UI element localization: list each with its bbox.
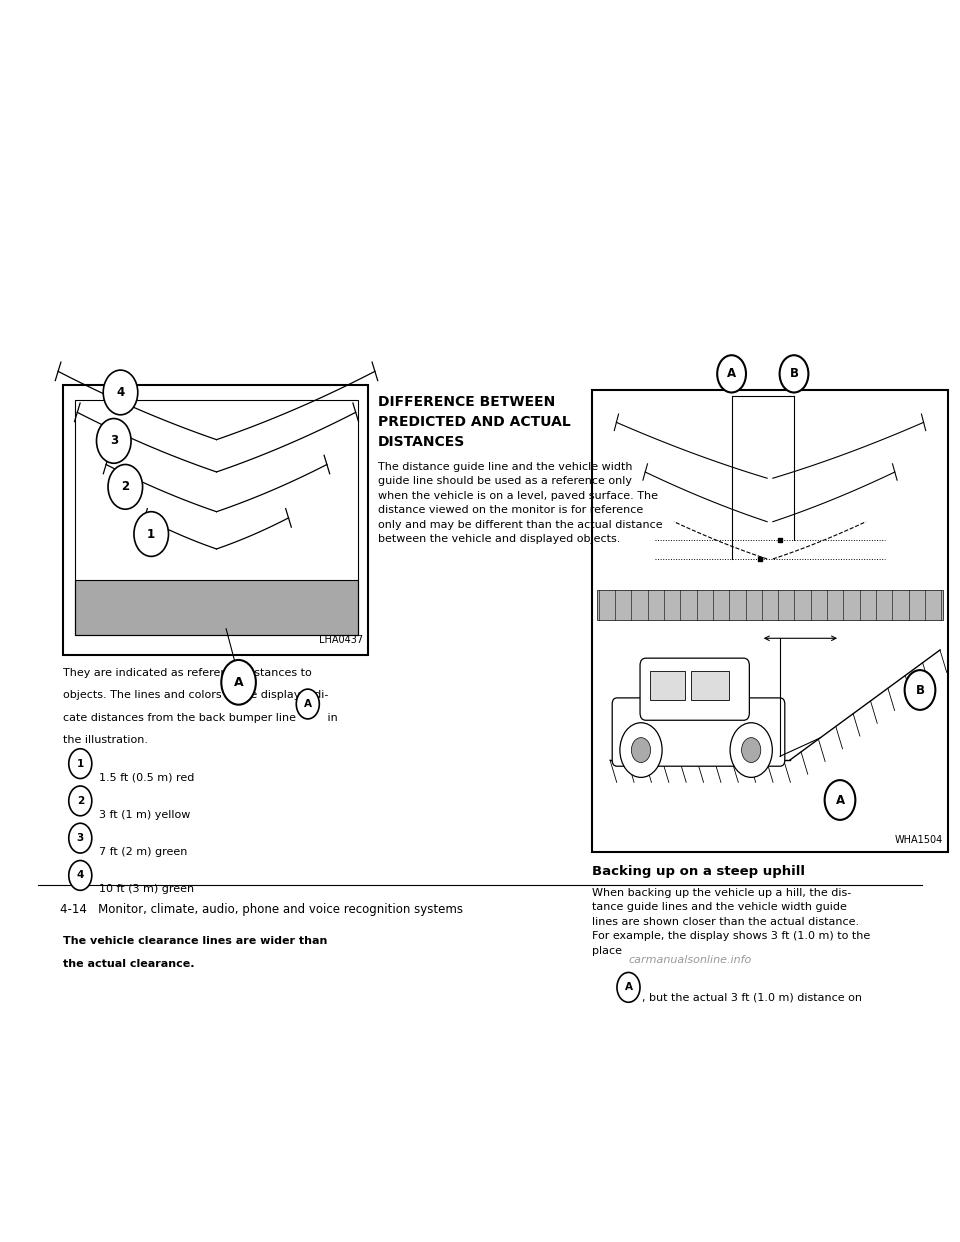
- Circle shape: [108, 465, 143, 509]
- Circle shape: [617, 972, 640, 1002]
- Circle shape: [825, 780, 855, 820]
- Circle shape: [69, 823, 92, 853]
- Circle shape: [741, 738, 761, 763]
- Text: the illustration.: the illustration.: [63, 735, 148, 745]
- FancyBboxPatch shape: [612, 698, 784, 766]
- Circle shape: [717, 355, 746, 392]
- FancyBboxPatch shape: [592, 390, 948, 852]
- Text: 2: 2: [77, 796, 84, 806]
- Circle shape: [780, 355, 808, 392]
- FancyBboxPatch shape: [650, 671, 685, 700]
- Text: B: B: [789, 368, 799, 380]
- Circle shape: [632, 738, 651, 763]
- Circle shape: [297, 689, 320, 719]
- Circle shape: [69, 749, 92, 779]
- Circle shape: [134, 512, 169, 556]
- Text: They are indicated as reference distances to: They are indicated as reference distance…: [63, 668, 312, 678]
- Text: A: A: [727, 368, 736, 380]
- Text: carmanualsonline.info: carmanualsonline.info: [629, 955, 752, 965]
- Text: objects. The lines and colors in the display indi-: objects. The lines and colors in the dis…: [63, 691, 328, 700]
- Circle shape: [69, 861, 92, 891]
- Text: 7 ft (2 m) green: 7 ft (2 m) green: [100, 847, 188, 857]
- FancyBboxPatch shape: [63, 385, 368, 655]
- Circle shape: [620, 723, 662, 777]
- FancyBboxPatch shape: [597, 590, 943, 620]
- Text: 1: 1: [77, 759, 84, 769]
- Text: 3 ft (1 m) yellow: 3 ft (1 m) yellow: [100, 810, 191, 820]
- Text: 1.5 ft (0.5 m) red: 1.5 ft (0.5 m) red: [100, 773, 195, 782]
- Text: 10 ft (3 m) green: 10 ft (3 m) green: [100, 884, 195, 894]
- Circle shape: [904, 671, 935, 710]
- Text: in: in: [324, 713, 338, 723]
- Text: B: B: [916, 683, 924, 697]
- Text: The distance guide line and the vehicle width
guide line should be used as a ref: The distance guide line and the vehicle …: [378, 462, 662, 544]
- Text: , but the actual 3 ft (1.0 m) distance on: , but the actual 3 ft (1.0 m) distance o…: [642, 992, 862, 1002]
- Text: Backing up on a steep uphill: Backing up on a steep uphill: [592, 864, 805, 878]
- FancyBboxPatch shape: [640, 658, 750, 720]
- Text: 4-14   Monitor, climate, audio, phone and voice recognition systems: 4-14 Monitor, climate, audio, phone and …: [60, 903, 463, 917]
- Text: WHA1504: WHA1504: [895, 835, 943, 845]
- Text: DISTANCES: DISTANCES: [378, 435, 466, 450]
- Text: A: A: [835, 794, 845, 806]
- Circle shape: [97, 419, 132, 463]
- Circle shape: [222, 660, 256, 704]
- Text: 1: 1: [147, 528, 156, 540]
- Text: LHA0437: LHA0437: [319, 635, 363, 645]
- Circle shape: [69, 786, 92, 816]
- Text: PREDICTED AND ACTUAL: PREDICTED AND ACTUAL: [378, 415, 571, 428]
- Text: 2: 2: [121, 481, 130, 493]
- Text: 3: 3: [109, 435, 118, 447]
- Text: A: A: [624, 982, 633, 992]
- Text: A: A: [303, 699, 312, 709]
- Text: The vehicle clearance lines are wider than: The vehicle clearance lines are wider th…: [63, 936, 327, 946]
- Circle shape: [104, 370, 138, 415]
- Text: When backing up the vehicle up a hill, the dis-
tance guide lines and the vehicl: When backing up the vehicle up a hill, t…: [592, 888, 871, 955]
- Text: DIFFERENCE BETWEEN: DIFFERENCE BETWEEN: [378, 395, 555, 409]
- Text: the actual clearance.: the actual clearance.: [63, 959, 195, 969]
- Circle shape: [730, 723, 772, 777]
- Text: 4: 4: [116, 386, 125, 399]
- Text: A: A: [234, 676, 244, 689]
- Text: cate distances from the back bumper line: cate distances from the back bumper line: [63, 713, 296, 723]
- Text: 4: 4: [77, 871, 84, 881]
- FancyBboxPatch shape: [691, 671, 730, 700]
- Text: 3: 3: [77, 833, 84, 843]
- FancyBboxPatch shape: [75, 580, 358, 635]
